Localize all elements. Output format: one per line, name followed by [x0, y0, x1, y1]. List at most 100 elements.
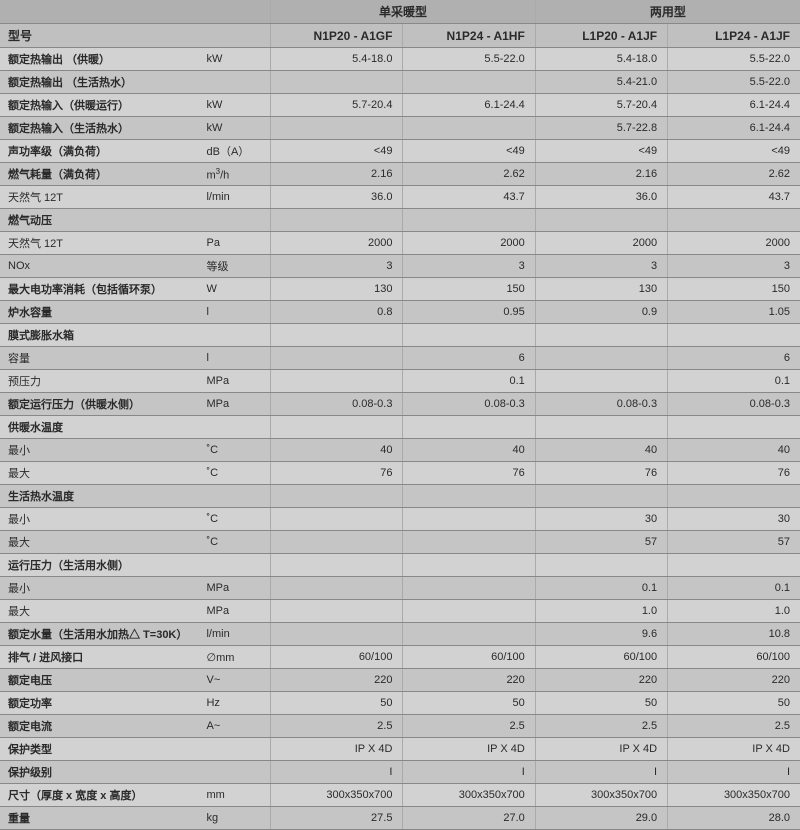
row-value	[271, 577, 403, 600]
row-unit: ˚C	[200, 531, 270, 554]
row-label: 额定电流	[0, 715, 200, 738]
model-row: 型号 N1P20 - A1GF N1P24 - A1HF L1P20 - A1J…	[0, 24, 800, 48]
row-label: 保护级别	[0, 761, 200, 784]
table-row: 额定电压V~220220220220	[0, 669, 800, 692]
row-value	[668, 485, 800, 508]
row-value: 0.9	[535, 301, 667, 324]
row-unit	[200, 324, 270, 347]
row-value	[403, 485, 535, 508]
row-unit: kW	[200, 117, 270, 140]
row-label: 膜式膨胀水箱	[0, 324, 200, 347]
group-header-row: 单采暖型 两用型	[0, 0, 800, 24]
row-value	[403, 324, 535, 347]
row-value: 0.95	[403, 301, 535, 324]
row-label: 炉水容量	[0, 301, 200, 324]
row-value: 5.5-22.0	[668, 48, 800, 71]
row-label: 声功率级（满负荷）	[0, 140, 200, 163]
table-row: 额定电流A~2.52.52.52.5	[0, 715, 800, 738]
row-value: 50	[271, 692, 403, 715]
row-value: <49	[271, 140, 403, 163]
row-value: I	[271, 761, 403, 784]
row-value	[271, 324, 403, 347]
table-row: 额定热输出 （生活热水）5.4-21.05.5-22.0	[0, 71, 800, 94]
group-single: 单采暖型	[271, 0, 536, 24]
row-unit	[200, 71, 270, 94]
row-value	[403, 600, 535, 623]
row-unit	[200, 761, 270, 784]
row-unit: ˚C	[200, 508, 270, 531]
row-label: 天然气 12T	[0, 232, 200, 255]
row-value	[271, 485, 403, 508]
table-row: 最小˚C40404040	[0, 439, 800, 462]
row-value: 2000	[403, 232, 535, 255]
row-label: 最大	[0, 600, 200, 623]
table-row: 天然气 12Tl/min36.043.736.043.7	[0, 186, 800, 209]
row-value: 5.7-22.8	[535, 117, 667, 140]
row-value: 3	[271, 255, 403, 278]
row-value: I	[668, 761, 800, 784]
table-row: 最大˚C5757	[0, 531, 800, 554]
row-value	[535, 370, 667, 393]
row-value: 5.7-20.4	[271, 94, 403, 117]
table-row: 额定热输入（供暖运行）kW5.7-20.46.1-24.45.7-20.46.1…	[0, 94, 800, 117]
row-unit: MPa	[200, 370, 270, 393]
row-value	[535, 485, 667, 508]
row-value: 28.0	[668, 807, 800, 830]
row-value: 3	[403, 255, 535, 278]
row-value: 130	[271, 278, 403, 301]
row-value	[271, 531, 403, 554]
row-value: 5.4-18.0	[535, 48, 667, 71]
row-label: 最小	[0, 439, 200, 462]
row-value: 43.7	[668, 186, 800, 209]
row-label: 额定功率	[0, 692, 200, 715]
model-2: L1P20 - A1JF	[535, 24, 667, 48]
row-value: 220	[403, 669, 535, 692]
row-value	[403, 209, 535, 232]
row-value: 2.5	[403, 715, 535, 738]
table-row: 燃气动压	[0, 209, 800, 232]
table-row: 保护级别IIII	[0, 761, 800, 784]
row-value: 2.5	[668, 715, 800, 738]
row-unit: kW	[200, 94, 270, 117]
row-value: 0.1	[403, 370, 535, 393]
row-value: 36.0	[535, 186, 667, 209]
row-unit: 等级	[200, 255, 270, 278]
row-value: 0.08-0.3	[271, 393, 403, 416]
row-unit: W	[200, 278, 270, 301]
group-dual: 两用型	[535, 0, 800, 24]
row-value: 40	[668, 439, 800, 462]
row-value: 0.1	[668, 577, 800, 600]
row-label: 排气 / 进风接口	[0, 646, 200, 669]
row-unit: ∅mm	[200, 646, 270, 669]
table-row: NOx等级3333	[0, 255, 800, 278]
row-value: 6.1-24.4	[668, 117, 800, 140]
row-value: 220	[271, 669, 403, 692]
row-value: 50	[403, 692, 535, 715]
row-unit	[200, 554, 270, 577]
table-row: 最小MPa0.10.1	[0, 577, 800, 600]
row-value: 3	[668, 255, 800, 278]
row-value: 300x350x700	[271, 784, 403, 807]
table-row: 最小˚C3030	[0, 508, 800, 531]
row-value: 40	[271, 439, 403, 462]
row-value: 220	[668, 669, 800, 692]
row-value	[668, 209, 800, 232]
row-value: 5.5-22.0	[403, 48, 535, 71]
table-row: 尺寸（厚度 x 宽度 x 高度）mm300x350x700300x350x700…	[0, 784, 800, 807]
table-row: 容量l66	[0, 347, 800, 370]
table-row: 最大电功率消耗（包括循环泵）W130150130150	[0, 278, 800, 301]
row-value: 6.1-24.4	[668, 94, 800, 117]
row-value: 30	[668, 508, 800, 531]
row-value	[271, 209, 403, 232]
row-value	[271, 71, 403, 94]
row-value	[271, 508, 403, 531]
table-row: 天然气 12TPa2000200020002000	[0, 232, 800, 255]
row-unit: MPa	[200, 393, 270, 416]
row-value	[403, 71, 535, 94]
row-value: 2.62	[403, 163, 535, 186]
table-row: 重量kg27.527.029.028.0	[0, 807, 800, 830]
row-value: 2.5	[271, 715, 403, 738]
row-label: 最大电功率消耗（包括循环泵）	[0, 278, 200, 301]
row-value: <49	[403, 140, 535, 163]
row-value: 300x350x700	[535, 784, 667, 807]
